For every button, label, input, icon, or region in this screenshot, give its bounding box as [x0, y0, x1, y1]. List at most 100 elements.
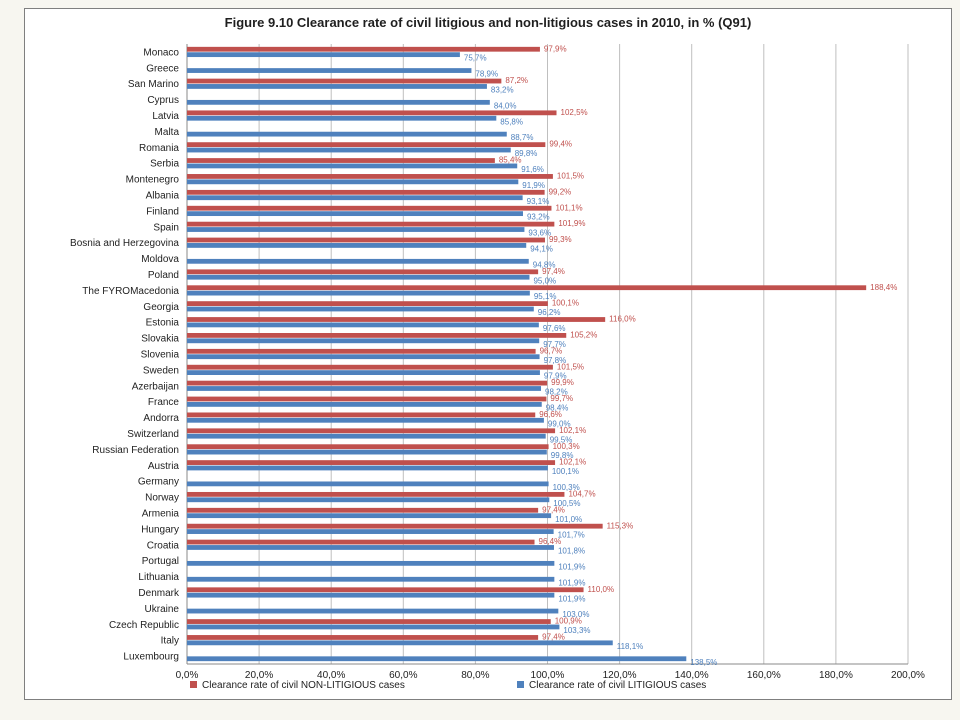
bar-litigious: [187, 624, 560, 630]
bar-non-litigious: [187, 78, 502, 84]
data-label-litigious: 75,7%: [464, 54, 487, 63]
bar-litigious: [187, 115, 497, 121]
category-label: Slovenia: [141, 350, 180, 361]
bar-litigious: [187, 195, 523, 201]
bar-litigious: [187, 163, 518, 169]
x-tick-label: 0,0%: [176, 670, 199, 681]
category-label: Greece: [146, 63, 179, 74]
bar-non-litigious: [187, 142, 546, 148]
category-label: Bosnia and Herzegovina: [70, 238, 179, 249]
category-label: Azerbaijan: [132, 381, 179, 392]
data-label-litigious: 101,8%: [558, 547, 585, 556]
data-label-non-litigious: 97,4%: [542, 267, 565, 276]
data-label-litigious: 118,1%: [617, 642, 644, 651]
data-label-non-litigious: 105,2%: [570, 331, 597, 340]
bar-non-litigious: [187, 301, 548, 307]
category-label: Cyprus: [147, 95, 179, 106]
category-label: Czech Republic: [109, 620, 179, 631]
data-label-litigious: 101,9%: [558, 578, 585, 587]
bar-litigious: [187, 84, 487, 89]
x-tick-label: 200,0%: [891, 670, 925, 681]
data-label-non-litigious: 115,3%: [607, 521, 634, 530]
data-label-litigious: 100,1%: [552, 467, 579, 476]
legend-label-litigious: Clearance rate of civil LITIGIOUS cases: [529, 680, 706, 691]
bar-non-litigious: [187, 539, 535, 545]
data-label-litigious: 99,8%: [551, 451, 574, 460]
data-label-non-litigious: 97,4%: [542, 505, 565, 514]
bar-litigious: [187, 243, 527, 248]
bar-litigious: [187, 656, 687, 662]
category-label: Austria: [148, 461, 180, 472]
bar-litigious: [187, 354, 540, 360]
category-label: Sweden: [143, 365, 179, 376]
data-label-non-litigious: 99,7%: [550, 394, 573, 403]
x-tick-label: 140,0%: [675, 670, 709, 681]
legend-swatch-litigious: [517, 681, 524, 688]
data-label-litigious: 89,8%: [515, 149, 538, 158]
bar-litigious: [187, 258, 529, 264]
bar-litigious: [187, 386, 542, 391]
bar-non-litigious: [187, 46, 540, 52]
category-label: Switzerland: [127, 429, 179, 440]
data-label-non-litigious: 97,4%: [542, 633, 565, 642]
data-label-litigious: 98,2%: [545, 388, 568, 397]
data-label-litigious: 93,6%: [528, 229, 551, 238]
x-tick-label: 160,0%: [747, 670, 781, 681]
data-label-litigious: 100,5%: [553, 499, 580, 508]
category-label: Armenia: [142, 508, 180, 519]
data-label-non-litigious: 102,5%: [561, 108, 588, 117]
data-label-non-litigious: 96,4%: [539, 537, 562, 546]
data-label-litigious: 93,2%: [527, 213, 550, 222]
bar-non-litigious: [187, 285, 867, 291]
data-label-non-litigious: 96,7%: [540, 346, 563, 355]
bar-litigious: [187, 449, 547, 455]
category-label: Portugal: [142, 556, 179, 567]
data-label-litigious: 91,9%: [522, 181, 545, 190]
data-label-non-litigious: 188,4%: [870, 283, 897, 292]
data-label-litigious: 88,7%: [511, 133, 534, 142]
data-label-non-litigious: 116,0%: [609, 315, 636, 324]
data-label-non-litigious: 99,4%: [549, 140, 572, 149]
bar-litigious: [187, 545, 554, 550]
legend-swatch-non-litigious: [190, 681, 197, 688]
category-label: Estonia: [146, 318, 180, 329]
data-label-litigious: 100,3%: [553, 483, 580, 492]
bar-non-litigious: [187, 348, 536, 354]
bar-litigious: [187, 52, 460, 58]
category-label: Slovakia: [141, 334, 179, 345]
data-label-litigious: 94,1%: [530, 245, 553, 254]
bar-litigious: [187, 513, 552, 519]
data-label-non-litigious: 102,1%: [559, 458, 586, 467]
category-label: Romania: [139, 143, 179, 154]
chart-frame: Figure 9.10 Clearance rate of civil liti…: [24, 8, 952, 700]
category-label: Hungary: [141, 524, 179, 535]
bar-litigious: [187, 576, 555, 582]
bar-non-litigious: [187, 317, 606, 322]
bar-litigious: [187, 481, 549, 487]
category-label: Serbia: [150, 159, 179, 170]
bar-litigious: [187, 99, 490, 105]
data-label-non-litigious: 99,9%: [551, 378, 574, 387]
bar-non-litigious: [187, 587, 584, 593]
bar-litigious: [187, 592, 555, 598]
bar-litigious: [187, 131, 507, 137]
bar-litigious: [187, 338, 540, 344]
bar-non-litigious: [187, 491, 565, 497]
data-label-litigious: 98,4%: [546, 403, 569, 412]
data-label-litigious: 96,2%: [538, 308, 561, 317]
bar-litigious: [187, 401, 542, 407]
data-label-non-litigious: 99,3%: [549, 235, 572, 244]
data-label-non-litigious: 101,5%: [557, 172, 584, 181]
data-label-litigious: 91,6%: [521, 165, 544, 174]
bar-litigious: [187, 179, 519, 185]
category-label: The FYROMacedonia: [82, 286, 179, 297]
data-label-litigious: 85,8%: [500, 117, 523, 126]
bar-litigious: [187, 68, 472, 73]
bar-litigious: [187, 433, 546, 439]
data-label-litigious: 103,3%: [563, 626, 590, 635]
category-label: Croatia: [147, 540, 180, 551]
data-label-litigious: 101,0%: [555, 515, 582, 524]
bar-non-litigious: [187, 364, 553, 370]
bar-non-litigious: [187, 269, 539, 275]
data-label-non-litigious: 110,0%: [588, 585, 615, 594]
